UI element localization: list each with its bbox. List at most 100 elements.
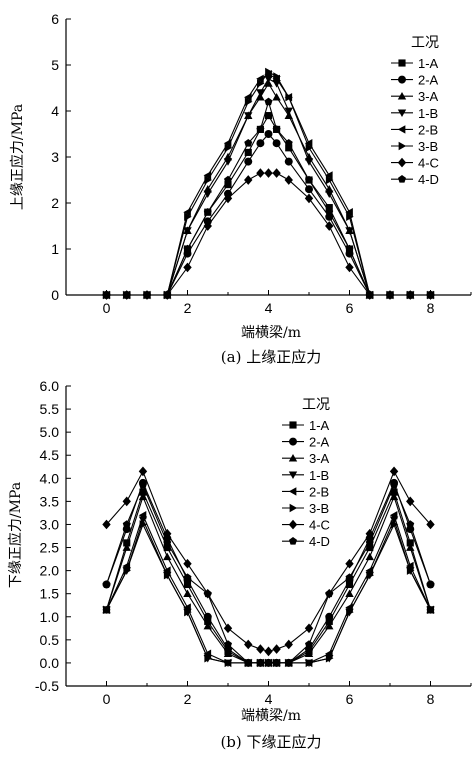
data-point-3-B <box>224 658 233 668</box>
x-tick-label: 6 <box>346 691 354 707</box>
data-point-2-A <box>272 139 281 148</box>
data-point-2-B <box>122 561 131 571</box>
data-point-4-D <box>244 658 253 667</box>
data-point-3-B <box>390 520 399 529</box>
data-point-2-B <box>389 511 398 520</box>
legend-marker-4-C <box>397 157 407 168</box>
x-tick-label: 4 <box>265 691 273 707</box>
data-point-3-B <box>163 571 172 580</box>
data-point-4-D <box>264 97 273 106</box>
legend-marker-1-B <box>288 471 298 479</box>
y-tick-label: -0.5 <box>35 678 59 694</box>
chart-bottom-edge-stress: 下缘正应力/MPa 端横梁/m (b) 下缘正应力 -0.5 0.0 0.5 1.0 1… <box>7 379 472 751</box>
data-point-4-D <box>256 658 265 667</box>
data-point-4-D <box>325 589 334 598</box>
series-line-3-B <box>106 523 431 664</box>
legend-marker-4-C <box>288 519 298 530</box>
data-point-3-B <box>346 607 354 617</box>
y-tick-label: 4.0 <box>40 470 60 486</box>
data-point-3-A <box>122 543 131 551</box>
data-point-2-A <box>264 130 273 138</box>
y-tick-label: 3.5 <box>40 493 60 509</box>
data-point-3-B <box>103 605 111 615</box>
legend-marker-1-A <box>398 59 406 67</box>
data-point-1-A <box>345 580 354 589</box>
data-point-4-D <box>305 640 313 648</box>
data-point-4-D <box>345 573 354 581</box>
data-point-3-B <box>325 175 334 185</box>
data-point-3-A <box>304 649 314 658</box>
data-point-3-A <box>325 621 334 630</box>
y-tick-label: 2.0 <box>40 563 60 579</box>
data-point-3-B <box>427 605 435 615</box>
data-point-4-C <box>183 558 192 569</box>
data-point-4-D <box>406 290 415 299</box>
y-tick-label: 4.5 <box>40 447 60 463</box>
data-point-4-D <box>203 208 212 216</box>
data-point-3-B <box>305 658 314 668</box>
y-tick-label: 1 <box>51 241 59 257</box>
y-tick-label: 0.5 <box>40 632 60 648</box>
series-line-3-A <box>105 495 432 664</box>
y-tick-label: 5 <box>51 57 59 73</box>
series-line-1-B <box>106 518 431 664</box>
data-point-1-B <box>325 190 334 198</box>
data-point-4-C <box>183 262 192 273</box>
data-point-4-C <box>304 193 314 204</box>
y-tick-label: 3 <box>51 149 59 165</box>
data-point-2-B <box>203 649 212 658</box>
data-point-3-B <box>224 143 233 152</box>
y-tick-label: 5.5 <box>40 401 60 417</box>
data-point-4-D <box>272 125 281 133</box>
x-tick-label: 8 <box>427 300 435 316</box>
data-point-2-B <box>138 511 147 520</box>
data-point-4-C <box>284 175 293 185</box>
data-point-4-D <box>244 139 253 147</box>
data-point-1-A <box>244 148 252 156</box>
data-point-2-A <box>305 185 313 194</box>
data-point-1-A <box>325 617 333 625</box>
data-point-4-C <box>244 639 253 650</box>
data-point-1-A <box>204 617 212 625</box>
data-point-2-A <box>244 157 253 166</box>
data-point-3-B <box>346 212 354 221</box>
data-point-3-B <box>305 143 314 152</box>
data-point-4-C <box>138 466 148 477</box>
data-point-2-B <box>304 139 313 148</box>
data-point-1-A <box>325 204 333 212</box>
legend-label-4-D: 4-D <box>309 534 330 549</box>
y-tick-label: 0 <box>51 287 59 303</box>
data-point-4-D <box>325 208 334 216</box>
series-line-2-B <box>106 513 431 664</box>
x-tick-label: 4 <box>265 300 273 316</box>
legend-marker-2-B <box>397 125 406 134</box>
series-line-3-B <box>106 71 431 296</box>
data-point-3-A <box>389 492 399 501</box>
data-point-4-C <box>304 623 314 634</box>
legend-label-2-A: 2-A <box>309 435 330 450</box>
y-tick-label: 0.0 <box>40 655 60 671</box>
legend-marker-4-D <box>398 175 406 183</box>
data-point-1-A <box>390 488 398 496</box>
data-point-2-A <box>284 157 293 166</box>
data-point-3-A <box>223 649 233 658</box>
data-point-1-B <box>223 158 233 166</box>
data-point-4-D <box>345 244 354 253</box>
y-tick-label: 3.0 <box>40 516 60 532</box>
data-point-1-B <box>345 227 354 235</box>
data-point-4-C <box>256 168 265 178</box>
data-point-4-D <box>305 175 313 184</box>
data-point-3-B <box>123 566 131 575</box>
data-point-4-D <box>224 175 232 184</box>
legend-label-1-A: 1-A <box>418 56 439 71</box>
legend-label-3-B: 3-B <box>418 139 438 154</box>
series-line-2-A <box>106 133 431 296</box>
x-tick-label: 8 <box>427 691 435 707</box>
series-line-1-A <box>105 490 432 664</box>
x-tick-label: 0 <box>103 691 111 707</box>
data-point-4-C <box>203 221 212 231</box>
data-point-4-D <box>102 580 111 588</box>
data-point-1-A <box>224 181 232 189</box>
data-point-3-B <box>265 67 273 77</box>
data-point-3-A <box>272 93 281 101</box>
